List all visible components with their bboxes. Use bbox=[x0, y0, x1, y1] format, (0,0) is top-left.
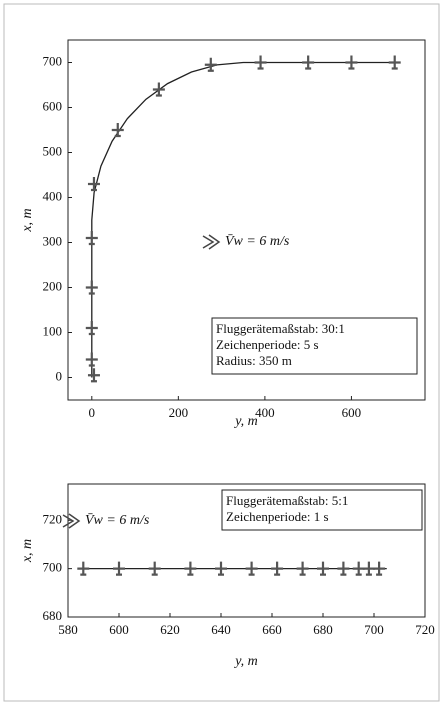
aircraft-marker bbox=[85, 321, 98, 336]
info-text: Zeichenperiode: 5 s bbox=[216, 337, 319, 352]
wind-icon bbox=[62, 513, 81, 529]
aircraft-marker bbox=[85, 352, 98, 367]
y-tick-label: 400 bbox=[43, 188, 63, 203]
x-axis-label: y, m bbox=[233, 414, 258, 429]
y-tick-label: 0 bbox=[56, 368, 63, 383]
x-tick-label: 400 bbox=[255, 405, 275, 420]
x-tick-label: 200 bbox=[169, 405, 189, 420]
aircraft-marker bbox=[184, 561, 197, 576]
frame bbox=[3, 3, 440, 702]
x-tick-label: 620 bbox=[160, 622, 180, 637]
wind-annotation: V̄w = 6 m/s bbox=[85, 513, 150, 528]
aircraft-marker bbox=[148, 561, 161, 576]
x-tick-label: 0 bbox=[89, 405, 96, 420]
aircraft-marker bbox=[85, 231, 98, 246]
plot-area bbox=[67, 39, 426, 401]
plot-area bbox=[67, 483, 426, 618]
aircraft-marker bbox=[388, 55, 401, 70]
aircraft-marker bbox=[302, 55, 315, 70]
aircraft-marker bbox=[296, 561, 309, 576]
aircraft-marker bbox=[204, 57, 217, 72]
info-box bbox=[221, 489, 423, 531]
wind-annotation: V̄w = 6 m/s bbox=[225, 234, 290, 249]
y-tick-label: 720 bbox=[43, 511, 63, 526]
y-axis-label: x, m bbox=[20, 208, 35, 232]
x-tick-label: 720 bbox=[415, 622, 435, 637]
info-text: Radius: 350 m bbox=[216, 353, 292, 368]
info-text: Fluggerätemaßstab: 5:1 bbox=[226, 493, 348, 508]
y-tick-label: 700 bbox=[43, 560, 63, 575]
y-tick-label: 300 bbox=[43, 233, 63, 248]
aircraft-marker bbox=[77, 561, 90, 576]
aircraft-marker bbox=[373, 561, 386, 576]
y-tick-label: 500 bbox=[43, 143, 63, 158]
x-tick-label: 680 bbox=[313, 622, 333, 637]
aircraft-marker bbox=[345, 55, 358, 70]
aircraft-marker bbox=[111, 123, 124, 138]
aircraft-marker bbox=[215, 561, 227, 576]
y-tick-label: 200 bbox=[43, 278, 63, 293]
info-text: Zeichenperiode: 1 s bbox=[226, 509, 329, 524]
aircraft-marker bbox=[85, 280, 98, 295]
x-tick-label: 580 bbox=[58, 622, 78, 637]
aircraft-marker bbox=[87, 177, 100, 192]
wind-icon bbox=[202, 234, 221, 250]
y-axis-label: x, m bbox=[20, 539, 35, 563]
y-tick-label: 680 bbox=[43, 608, 63, 623]
aircraft-marker bbox=[352, 561, 365, 576]
x-tick-label: 700 bbox=[364, 622, 384, 637]
x-tick-label: 640 bbox=[211, 622, 231, 637]
flight-path bbox=[91, 61, 395, 378]
info-box bbox=[211, 317, 418, 375]
aircraft-marker bbox=[362, 561, 375, 576]
aircraft-marker bbox=[245, 561, 258, 576]
y-tick-label: 100 bbox=[43, 323, 63, 338]
x-tick-label: 600 bbox=[109, 622, 129, 637]
aircraft-marker bbox=[337, 561, 350, 576]
x-tick-label: 660 bbox=[262, 622, 282, 637]
x-tick-label: 600 bbox=[342, 405, 362, 420]
x-axis-label: y, m bbox=[233, 654, 258, 669]
aircraft-marker bbox=[152, 82, 165, 97]
aircraft-marker bbox=[271, 561, 284, 576]
aircraft-marker bbox=[317, 561, 329, 576]
aircraft-marker bbox=[113, 561, 125, 576]
info-text: Fluggerätemaßstab: 30:1 bbox=[216, 321, 345, 336]
y-tick-label: 700 bbox=[43, 53, 63, 68]
aircraft-marker bbox=[87, 368, 100, 383]
aircraft-marker bbox=[254, 55, 267, 70]
y-tick-label: 600 bbox=[43, 98, 63, 113]
